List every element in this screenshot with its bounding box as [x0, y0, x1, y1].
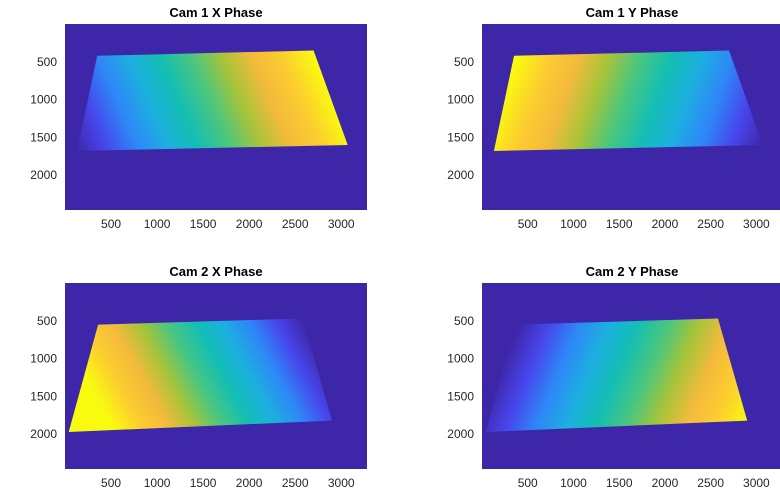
cam2-y-phase-ytick-label: 1000 [447, 352, 474, 366]
cam1-x-phase-xtick-label: 2000 [236, 217, 263, 231]
cam2-y-phase-xtick-label: 2500 [697, 476, 724, 490]
cam2-x-phase-axes: Cam 2 X Phase 500 1000 1500 2000 2500 3000 500 1… [30, 264, 367, 490]
cam2-x-phase-ytick-label: 1000 [30, 352, 57, 366]
cam1-y-phase-xtick-label: 2000 [652, 217, 679, 231]
cam2-x-phase-xtick-label: 1000 [144, 476, 171, 490]
cam2-y-phase-xtick-label: 1500 [606, 476, 633, 490]
cam1-y-phase-xtick-label: 1500 [606, 217, 633, 231]
cam1-y-phase-title: Cam 1 Y Phase [586, 5, 679, 20]
cam1-y-phase-xtick-label: 3000 [743, 217, 770, 231]
cam2-x-phase-ytick-label: 1500 [30, 389, 57, 403]
cam2-x-phase-xtick-label: 2500 [282, 476, 309, 490]
cam1-y-phase-xtick-label: 2500 [697, 217, 724, 231]
cam2-x-phase-title: Cam 2 X Phase [169, 264, 262, 279]
cam1-y-phase-ytick-label: 500 [454, 55, 474, 69]
cam2-y-phase-xtick-label: 1000 [560, 476, 587, 490]
cam1-y-phase-ytick-label: 1500 [447, 130, 474, 144]
cam1-x-phase-xtick-label: 500 [101, 217, 121, 231]
cam2-y-phase-phase-region [485, 318, 748, 432]
cam1-x-phase-ytick-label: 500 [37, 55, 57, 69]
cam1-x-phase-title: Cam 1 X Phase [169, 5, 262, 20]
cam1-x-phase-phase-region [77, 50, 348, 151]
cam2-x-phase-xtick-label: 1500 [190, 476, 217, 490]
cam1-x-phase-ytick-label: 1500 [30, 130, 57, 144]
cam1-y-phase-axes: Cam 1 Y Phase 500 1000 1500 2000 2500 3000 500 1… [447, 5, 780, 231]
cam1-y-phase-xtick-label: 1000 [560, 217, 587, 231]
cam1-x-phase-xtick-label: 3000 [328, 217, 355, 231]
cam2-x-phase-ytick-label: 2000 [30, 427, 57, 441]
cam1-y-phase-ytick-label: 2000 [447, 168, 474, 182]
cam2-y-phase-ytick-label: 1500 [447, 389, 474, 403]
cam2-y-phase-axes: Cam 2 Y Phase 500 1000 1500 2000 2500 3000 500 1… [447, 264, 780, 490]
cam2-x-phase-xtick-label: 2000 [236, 476, 263, 490]
cam2-y-phase-ytick-label: 2000 [447, 427, 474, 441]
cam2-y-phase-title: Cam 2 Y Phase [586, 264, 679, 279]
cam2-y-phase-xtick-label: 2000 [652, 476, 679, 490]
cam1-y-phase-phase-region [493, 50, 763, 151]
cam1-y-phase-xtick-label: 500 [518, 217, 538, 231]
cam2-y-phase-xtick-label: 3000 [743, 476, 770, 490]
cam1-x-phase-ytick-label: 2000 [30, 168, 57, 182]
cam2-y-phase-ytick-label: 500 [454, 314, 474, 328]
cam1-x-phase-xtick-label: 2500 [282, 217, 309, 231]
cam1-x-phase-axes: Cam 1 X Phase 500 1000 1500 2000 2500 3000 500 1… [30, 5, 367, 231]
cam2-x-phase-phase-region [68, 318, 332, 432]
cam1-x-phase-ytick-label: 1000 [30, 93, 57, 107]
cam2-y-phase-xtick-label: 500 [518, 476, 538, 490]
cam1-x-phase-xtick-label: 1000 [144, 217, 171, 231]
cam2-x-phase-xtick-label: 500 [101, 476, 121, 490]
cam2-x-phase-ytick-label: 500 [37, 314, 57, 328]
cam1-x-phase-xtick-label: 1500 [190, 217, 217, 231]
cam1-y-phase-ytick-label: 1000 [447, 93, 474, 107]
cam2-x-phase-xtick-label: 3000 [328, 476, 355, 490]
